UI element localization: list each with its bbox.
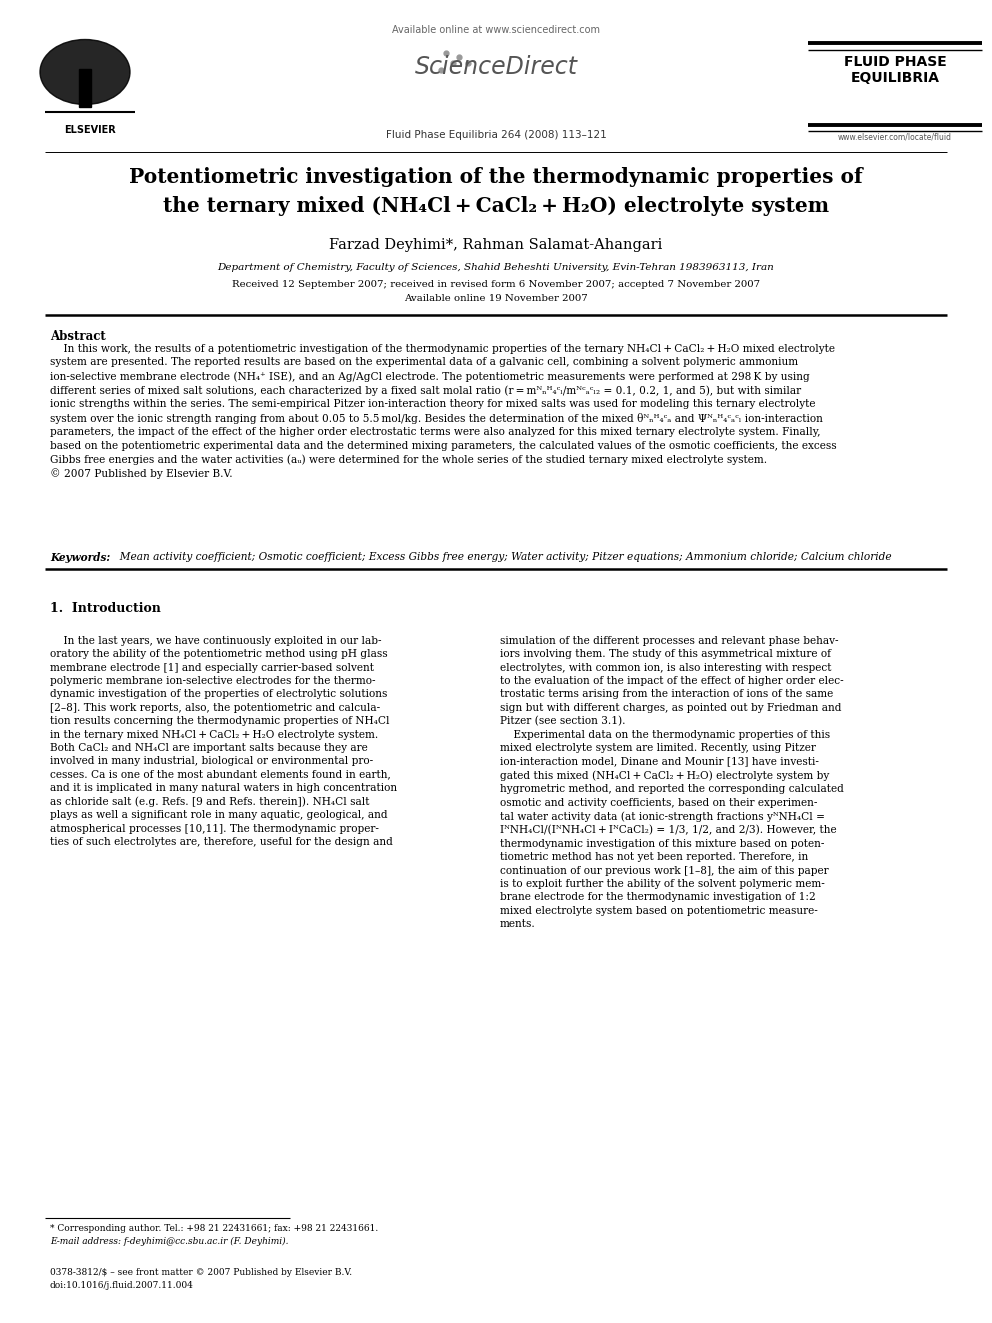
Text: Farzad Deyhimi*, Rahman Salamat-Ahangari: Farzad Deyhimi*, Rahman Salamat-Ahangari bbox=[329, 238, 663, 251]
Text: FLUID PHASE: FLUID PHASE bbox=[843, 56, 946, 69]
Text: 1.  Introduction: 1. Introduction bbox=[50, 602, 161, 615]
Text: ELSEVIER: ELSEVIER bbox=[64, 124, 116, 135]
Text: Department of Chemistry, Faculty of Sciences, Shahid Beheshti University, Evin-T: Department of Chemistry, Faculty of Scie… bbox=[217, 263, 775, 273]
Text: * Corresponding author. Tel.: +98 21 22431661; fax: +98 21 22431661.: * Corresponding author. Tel.: +98 21 224… bbox=[50, 1224, 378, 1233]
Bar bbox=[79, 69, 91, 107]
Text: www.elsevier.com/locate/fluid: www.elsevier.com/locate/fluid bbox=[838, 134, 952, 142]
Text: Keywords:: Keywords: bbox=[50, 552, 110, 564]
Text: EQUILIBRIA: EQUILIBRIA bbox=[850, 71, 939, 85]
Text: Mean activity coefficient; Osmotic coefficient; Excess Gibbs free energy; Water : Mean activity coefficient; Osmotic coeff… bbox=[113, 552, 892, 562]
Text: Available online at www.sciencedirect.com: Available online at www.sciencedirect.co… bbox=[392, 25, 600, 34]
Text: Potentiometric investigation of the thermodynamic properties of: Potentiometric investigation of the ther… bbox=[129, 167, 863, 187]
Text: 0378-3812/$ – see front matter © 2007 Published by Elsevier B.V.: 0378-3812/$ – see front matter © 2007 Pu… bbox=[50, 1267, 352, 1277]
Text: Available online 19 November 2007: Available online 19 November 2007 bbox=[404, 294, 588, 303]
Text: doi:10.1016/j.fluid.2007.11.004: doi:10.1016/j.fluid.2007.11.004 bbox=[50, 1281, 193, 1290]
Text: In the last years, we have continuously exploited in our lab-
oratory the abilit: In the last years, we have continuously … bbox=[50, 636, 397, 847]
Text: simulation of the different processes and relevant phase behav-
iors involving t: simulation of the different processes an… bbox=[500, 636, 844, 929]
Ellipse shape bbox=[40, 40, 130, 105]
Text: Abstract: Abstract bbox=[50, 329, 106, 343]
Text: E-mail address: f-deyhimi@cc.sbu.ac.ir (F. Deyhimi).: E-mail address: f-deyhimi@cc.sbu.ac.ir (… bbox=[50, 1237, 289, 1246]
Text: In this work, the results of a potentiometric investigation of the thermodynamic: In this work, the results of a potentiom… bbox=[50, 344, 836, 479]
Text: Received 12 September 2007; received in revised form 6 November 2007; accepted 7: Received 12 September 2007; received in … bbox=[232, 280, 760, 288]
Text: Fluid Phase Equilibria 264 (2008) 113–121: Fluid Phase Equilibria 264 (2008) 113–12… bbox=[386, 130, 606, 140]
Text: ScienceDirect: ScienceDirect bbox=[415, 56, 577, 79]
Text: the ternary mixed (NH₄Cl + CaCl₂ + H₂O) electrolyte system: the ternary mixed (NH₄Cl + CaCl₂ + H₂O) … bbox=[163, 196, 829, 216]
